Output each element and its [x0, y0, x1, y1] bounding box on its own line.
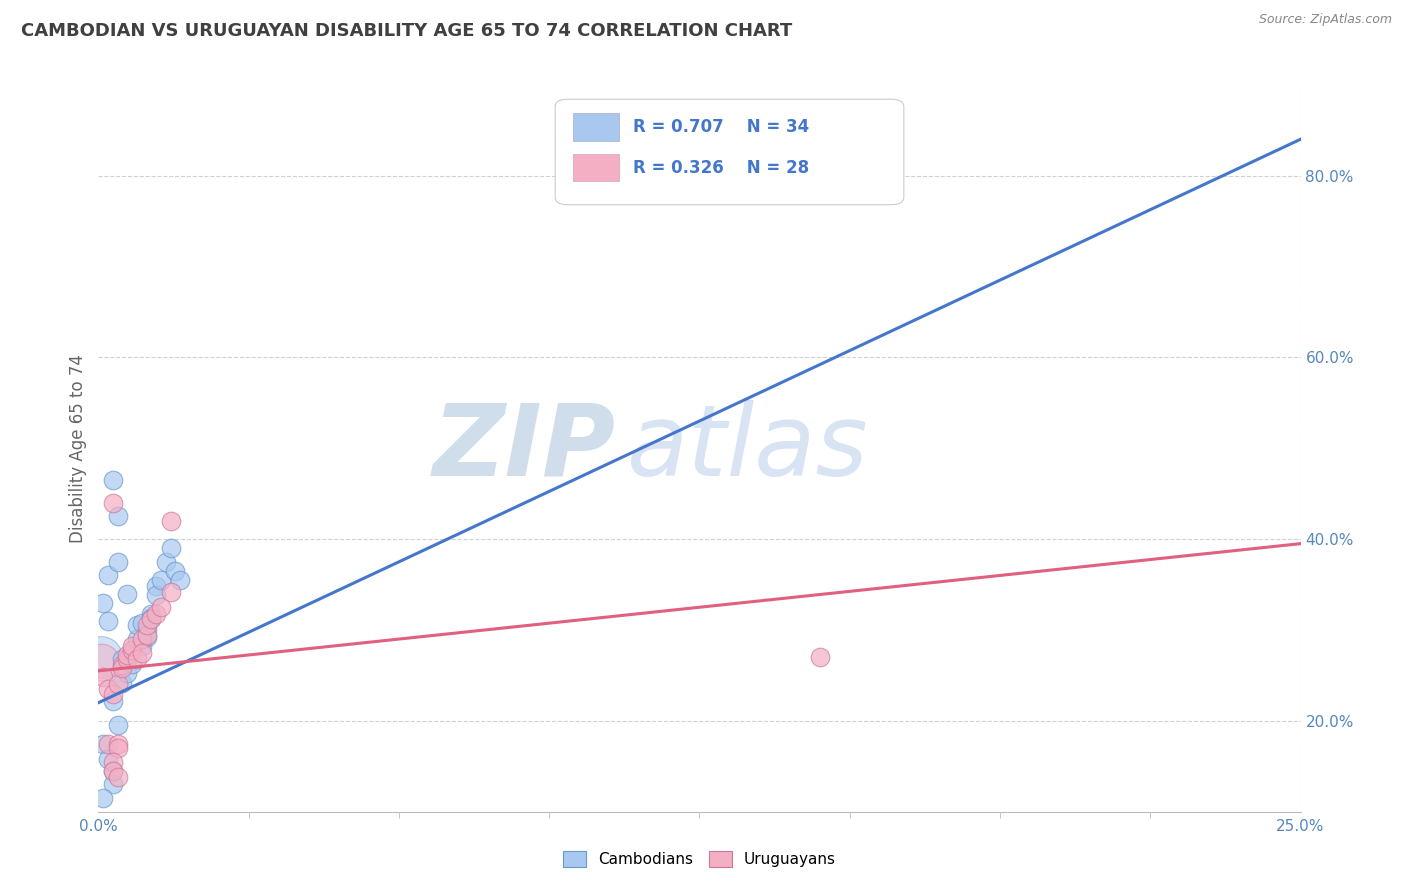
Point: [145, 579, 167, 593]
Point: [169, 573, 191, 587]
Point: [159, 584, 181, 599]
Point: [117, 648, 139, 663]
Point: [117, 587, 139, 601]
Point: [91, 791, 114, 805]
Point: [107, 555, 129, 569]
Point: [97, 737, 120, 751]
FancyBboxPatch shape: [574, 113, 619, 141]
Text: R = 0.326    N = 28: R = 0.326 N = 28: [633, 159, 810, 177]
Point: [107, 737, 129, 751]
Point: [125, 652, 148, 666]
Point: [90, 655, 112, 669]
Text: ZIP: ZIP: [432, 400, 616, 497]
Point: [107, 770, 129, 784]
Point: [149, 573, 172, 587]
Point: [101, 473, 124, 487]
Text: CAMBODIAN VS URUGUAYAN DISABILITY AGE 65 TO 74 CORRELATION CHART: CAMBODIAN VS URUGUAYAN DISABILITY AGE 65…: [21, 22, 793, 40]
Point: [101, 694, 124, 708]
Legend: Cambodians, Uruguayans: Cambodians, Uruguayans: [557, 845, 842, 873]
Point: [90, 650, 112, 665]
Point: [111, 675, 134, 690]
Point: [111, 661, 134, 675]
Point: [159, 541, 181, 556]
Point: [145, 607, 167, 621]
FancyBboxPatch shape: [555, 99, 904, 204]
Point: [91, 596, 114, 610]
Text: atlas: atlas: [627, 400, 869, 497]
Y-axis label: Disability Age 65 to 74: Disability Age 65 to 74: [69, 354, 87, 542]
Point: [97, 681, 120, 696]
Point: [101, 496, 124, 510]
Point: [125, 618, 148, 632]
Point: [159, 514, 181, 528]
Point: [101, 777, 124, 791]
Point: [117, 665, 139, 680]
Point: [101, 764, 124, 778]
Point: [107, 718, 129, 732]
Point: [107, 741, 129, 756]
Point: [121, 640, 143, 654]
Text: Source: ZipAtlas.com: Source: ZipAtlas.com: [1258, 13, 1392, 27]
Text: R = 0.707    N = 34: R = 0.707 N = 34: [633, 118, 810, 136]
Point: [101, 687, 124, 701]
Point: [111, 657, 134, 672]
Point: [131, 615, 153, 630]
Point: [111, 652, 134, 666]
Point: [141, 611, 163, 625]
Point: [97, 614, 120, 628]
Point: [121, 657, 143, 671]
Point: [101, 755, 124, 769]
Point: [117, 652, 139, 666]
Point: [131, 640, 153, 654]
Point: [135, 630, 157, 644]
Point: [125, 632, 148, 646]
Point: [97, 568, 120, 582]
Point: [107, 509, 129, 524]
Point: [91, 670, 114, 684]
Point: [91, 737, 114, 751]
Point: [101, 764, 124, 778]
Point: [131, 646, 153, 660]
Point: [135, 618, 157, 632]
Point: [141, 607, 163, 621]
Point: [149, 600, 172, 615]
Point: [145, 589, 167, 603]
Point: [155, 555, 177, 569]
Point: [808, 650, 831, 665]
Point: [135, 627, 157, 641]
Point: [141, 612, 163, 626]
Point: [121, 643, 143, 657]
FancyBboxPatch shape: [574, 153, 619, 181]
Point: [97, 752, 120, 766]
Point: [107, 677, 129, 691]
Point: [121, 643, 143, 657]
Point: [165, 564, 187, 578]
Point: [131, 632, 153, 646]
Point: [135, 623, 157, 637]
